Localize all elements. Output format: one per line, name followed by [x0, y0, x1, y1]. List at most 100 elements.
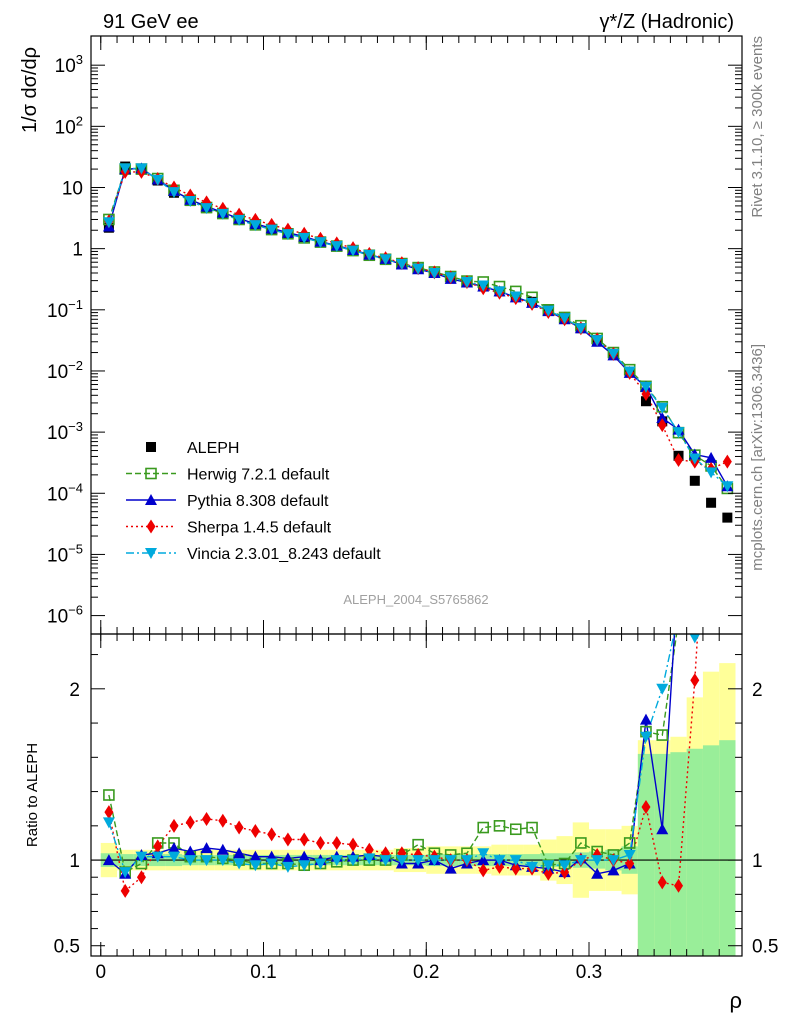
main-y-tick-base: 10 [55, 56, 76, 77]
ratio-panel: 0.5 0.5 1 1 2 2 0 0.1 0.2 0.3 [54, 633, 778, 983]
ratio-point-s3-16 [363, 853, 376, 865]
ratio-point-s0-0 [103, 789, 115, 801]
ratio-point-s3-34 [656, 683, 669, 695]
main-point-s4-12 [298, 232, 311, 244]
ratio-point-s3-31 [607, 855, 620, 867]
ratio-point-s2-12 [299, 832, 309, 847]
legend-label-0: ALEPH [187, 440, 239, 457]
main-point-s4-16 [363, 249, 376, 261]
ratio-point-s3-29 [574, 855, 587, 867]
ratio-point-s3-22 [460, 855, 473, 867]
main-point-s2-37 [705, 451, 718, 463]
ratio-frame [90, 633, 743, 957]
main-y-tick-label: 1 [72, 240, 83, 261]
ratio-point-s2-2 [136, 870, 146, 885]
ratio-point-s2-35 [674, 878, 684, 893]
main-point-s4-8 [233, 214, 246, 226]
legend-label-1: Herwig 7.2.1 default [187, 467, 330, 484]
main-point-s4-22 [460, 276, 473, 288]
ratio-point-s2-27 [543, 866, 553, 881]
main-point-s4-23 [477, 280, 490, 292]
main-point-s4-31 [607, 348, 620, 360]
main-point-s4-3 [151, 174, 164, 186]
ratio-point-s3-23 [477, 848, 490, 860]
ratio-point-s3-3 [151, 851, 164, 863]
ratio-point-s3-19 [412, 855, 425, 867]
ratio-point-s3-15 [347, 855, 360, 867]
main-point-s4-4 [168, 187, 181, 199]
main-point-s4-34 [656, 402, 669, 414]
ratio-point-s2-1 [120, 883, 130, 898]
main-y-tick-exp: −5 [68, 541, 83, 556]
x-tick-label: 0 [95, 962, 106, 983]
main-point-s0-36 [689, 475, 700, 486]
main-point-s4-5 [184, 196, 197, 208]
ratio-point-s2-15 [348, 837, 358, 852]
main-y-tick-exp: 2 [76, 113, 83, 128]
ratio-point-s1-7 [216, 843, 229, 855]
ratio-band-inner [719, 740, 736, 956]
main-point-s4-0 [102, 217, 115, 229]
ratio-point-s3-2 [135, 851, 148, 863]
legend-label-3: Sherpa 1.4.5 default [187, 520, 332, 537]
main-point-s4-10 [265, 224, 278, 236]
main-y-tick-label: 10−5 [47, 541, 83, 566]
main-point-s4-30 [591, 335, 604, 347]
ratio-point-s2-11 [283, 832, 293, 847]
ratio-band-inner [686, 748, 703, 956]
ratio-point-s3-27 [542, 860, 555, 872]
ratio-point-s2-0 [104, 805, 114, 820]
ratio-point-s1-0 [102, 854, 115, 866]
ratio-point-s3-10 [265, 858, 278, 870]
main-point-s4-2 [135, 163, 148, 175]
main-point-s0-33 [640, 396, 651, 407]
x-tick-label: 0.1 [250, 962, 276, 983]
ratio-point-s2-9 [250, 823, 260, 838]
ratio-point-s0-29 [575, 837, 587, 849]
main-point-s4-27 [542, 305, 555, 317]
ratio-y-tick-label: 0.5 [54, 937, 80, 958]
ratio-point-s1-11 [281, 852, 294, 864]
ratio-point-s1-33 [639, 713, 652, 725]
ratio-point-s0-32 [623, 837, 636, 849]
main-y-tick-exp: −6 [68, 603, 83, 618]
ratio-point-s3-11 [281, 861, 294, 873]
main-point-s4-29 [574, 323, 587, 335]
ratio-y-tick-label-right: 1 [752, 851, 763, 872]
main-point-s4-38 [721, 481, 734, 493]
x-tick-label: 0.2 [413, 962, 439, 983]
ratio-point-s1-23 [477, 854, 490, 866]
main-y-tick-exp: −3 [68, 419, 83, 434]
ratio-point-s3-6 [200, 855, 213, 867]
ratio-point-s1-12 [298, 850, 311, 862]
legend-marker-1 [145, 467, 157, 480]
main-point-s4-35 [672, 427, 685, 439]
main-point-s4-6 [200, 203, 213, 215]
ratio-point-s1-30 [591, 867, 604, 879]
ratio-point-s2-16 [364, 842, 374, 857]
ratio-point-s1-21 [444, 862, 457, 874]
ratio-point-s3-32 [623, 849, 636, 861]
main-point-s4-25 [509, 291, 522, 303]
ratio-point-s1-8 [233, 847, 246, 859]
legend-marker-2 [145, 494, 157, 505]
main-y-tick-label: 10−2 [47, 358, 83, 383]
ratio-point-s1-4 [168, 842, 181, 854]
main-point-s3-33 [641, 387, 651, 402]
ratio-point-s3-25 [509, 855, 522, 867]
legend-marker-3 [146, 519, 156, 534]
x-axis-label: ρ [729, 988, 742, 1013]
ratio-point-s3-5 [184, 855, 197, 867]
main-y-tick-label: 10−3 [47, 419, 83, 444]
ratio-point-s0-25 [509, 823, 522, 836]
legend-label-2: Pythia 8.308 default [187, 493, 329, 510]
ratio-point-s2-6 [202, 811, 212, 826]
ratio-point-s3-21 [444, 855, 457, 867]
ratio-point-s3-20 [428, 855, 441, 867]
rivet-version-label: Rivet 3.1.10, ≥ 300k events [749, 36, 766, 218]
ratio-point-s0-26 [526, 821, 538, 834]
main-y-axis-label: 1/σ dσ/dρ [19, 47, 41, 133]
main-point-s4-18 [395, 259, 408, 271]
main-point-s2-34 [656, 412, 669, 424]
ratio-point-s3-28 [558, 860, 571, 872]
